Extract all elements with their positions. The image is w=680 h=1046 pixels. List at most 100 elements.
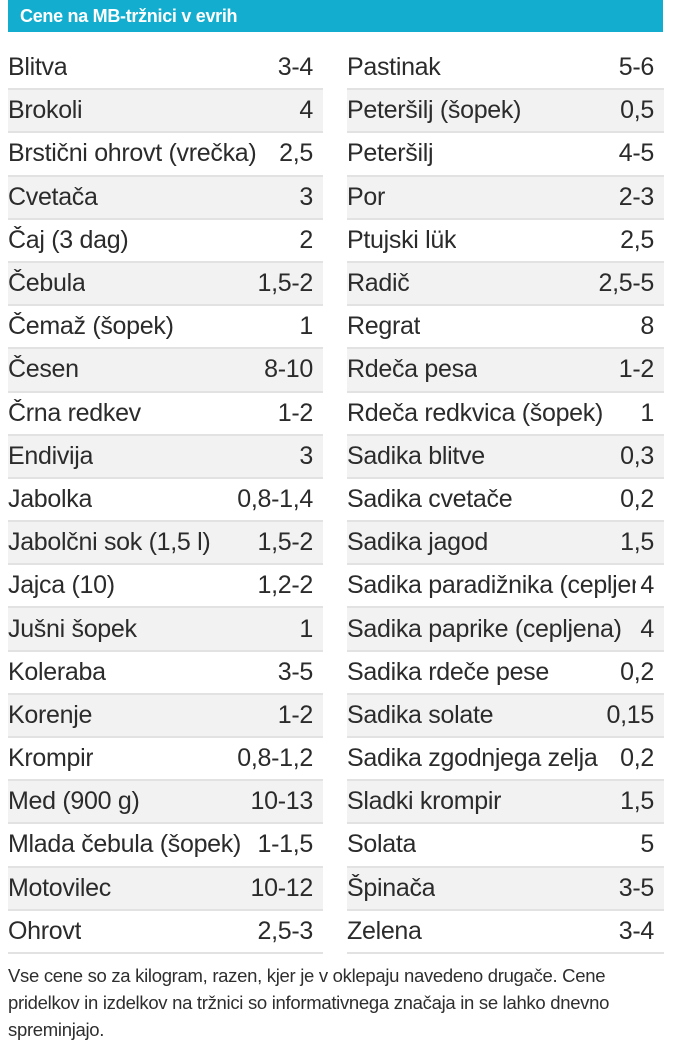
product-price: 2,5 — [620, 225, 654, 254]
product-price: 4-5 — [618, 139, 655, 168]
product-price: 1-2 — [277, 398, 314, 427]
product-price: 0,2 — [620, 484, 654, 513]
product-name: Motovilec — [8, 873, 111, 902]
product-name: Brstični ohrovt (vrečka) — [8, 139, 257, 168]
product-price: 8-10 — [264, 355, 313, 384]
product-price: 3-5 — [277, 657, 314, 686]
product-price: 3-5 — [618, 873, 655, 902]
product-price: 4 — [299, 96, 313, 125]
product-name: Zelena — [347, 916, 422, 945]
product-name: Med (900 g) — [8, 787, 140, 816]
table-row: Sadika blitve 0,3 — [347, 435, 664, 479]
product-name: Sadika zgodnjega zelja — [347, 744, 598, 773]
product-name: Peteršilj (šopek) — [347, 96, 522, 125]
product-price: 1,5 — [620, 528, 654, 557]
product-price: 8 — [640, 312, 654, 341]
product-name: Sadika rdeče pese — [347, 657, 549, 686]
page-title: Cene na MB-tržnici v evrih — [20, 5, 238, 26]
product-price: 0,3 — [620, 441, 654, 470]
table-row: Solata 5 — [347, 824, 664, 868]
product-name: Črna redkev — [8, 398, 141, 427]
product-name: Koleraba — [8, 657, 106, 686]
product-name: Ptujski lük — [347, 225, 457, 254]
table-row: Med (900 g) 10-13 — [8, 781, 323, 825]
product-price: 10-13 — [250, 787, 314, 816]
product-price: 1 — [299, 312, 313, 341]
table-row: Jabolka 0,8-1,4 — [8, 479, 323, 523]
table-row: Črna redkev 1-2 — [8, 393, 323, 436]
table-row: Česen 8-10 — [8, 349, 323, 393]
product-name: Špinača — [347, 873, 436, 902]
table-row: Jajca (10) 1,2-2 — [8, 565, 323, 609]
product-price: 2,5-5 — [598, 269, 655, 298]
table-row: Sadika paradižnika (cepljen) 4 — [347, 565, 664, 609]
product-price: 1-2 — [618, 355, 655, 384]
product-price: 0,5 — [620, 96, 654, 125]
product-price: 1 — [299, 614, 313, 643]
product-name: Cvetača — [8, 182, 98, 211]
product-name: Blitva — [8, 53, 68, 82]
table-row: Ohrovt 2,5-3 — [8, 911, 323, 954]
product-name: Ohrovt — [8, 916, 82, 945]
product-price: 2,5 — [279, 139, 313, 168]
product-name: Radič — [347, 269, 410, 298]
product-name: Čemaž (šopek) — [8, 312, 174, 341]
product-name: Čebula — [8, 269, 86, 298]
product-price: 2-3 — [618, 182, 655, 211]
product-name: Sadika solate — [347, 700, 494, 729]
product-price: 0,2 — [620, 657, 654, 686]
price-list-right: Pastinak 5-6 Peteršilj (šopek) 0,5 Peteršilj… — [347, 47, 664, 954]
product-name: Česen — [8, 355, 79, 384]
product-name: Por — [347, 182, 386, 211]
product-price: 2,5-3 — [257, 916, 314, 945]
product-price: 1,5 — [620, 787, 654, 816]
product-price: 3-4 — [277, 53, 314, 82]
product-name: Sadika blitve — [347, 441, 485, 470]
product-price: 0,8-1,4 — [237, 484, 313, 513]
table-row: Radič 2,5-5 — [347, 262, 664, 307]
product-name: Sadika paradižnika (cepljen) — [347, 571, 637, 600]
table-row: Jušni šopek 1 — [8, 608, 323, 652]
table-row: Krompir 0,8-1,2 — [8, 738, 323, 782]
product-price: 1-1,5 — [257, 830, 314, 859]
product-name: Jajca (10) — [8, 571, 115, 600]
table-row: Sadika jagod 1,5 — [347, 522, 664, 566]
table-row: Peteršilj 4-5 — [347, 133, 664, 177]
table-row: Por 2-3 — [347, 176, 664, 220]
product-name: Rdeča redkvica (šopek) — [347, 398, 604, 427]
table-row: Zelena 3-4 — [347, 911, 664, 954]
product-name: Pastinak — [347, 53, 441, 82]
product-name: Čaj (3 dag) — [8, 225, 129, 254]
product-price: 5-6 — [618, 53, 655, 82]
product-name: Peteršilj — [347, 139, 434, 168]
table-row: Regrat 8 — [347, 306, 664, 350]
product-name: Sadika paprike (cepljena) — [347, 614, 622, 643]
product-price: 2 — [299, 225, 313, 254]
table-row: Mlada čebula (šopek) 1-1,5 — [8, 824, 323, 868]
product-price: 0,15 — [606, 700, 655, 729]
footnote: Vse cene so za kilogram, razen, kjer je … — [8, 962, 673, 1043]
product-name: Mlada čebula (šopek) — [8, 830, 242, 859]
table-row: Jabolčni sok (1,5 l) 1,5-2 — [8, 522, 323, 566]
table-row: Sadika rdeče pese 0,2 — [347, 652, 664, 695]
table-row: Motovilec 10-12 — [8, 867, 323, 911]
product-price: 1,5-2 — [257, 528, 314, 557]
product-name: Brokoli — [8, 96, 83, 125]
product-name: Regrat — [347, 312, 421, 341]
header-bar: Cene na MB-tržnici v evrih — [8, 0, 663, 32]
product-price: 1,2-2 — [257, 571, 314, 600]
product-price: 10-12 — [250, 873, 314, 902]
product-name: Rdeča pesa — [347, 355, 478, 384]
product-name: Jabolčni sok (1,5 l) — [8, 528, 211, 557]
product-name: Sadika jagod — [347, 528, 488, 557]
table-row: Peteršilj (šopek) 0,5 — [347, 90, 664, 134]
product-price: 1,5-2 — [257, 269, 314, 298]
product-name: Korenje — [8, 700, 93, 729]
price-list-left: Blitva 3-4 Brokoli 4 Brstični ohrovt (vrečka… — [8, 47, 323, 954]
table-row: Sladki krompir 1,5 — [347, 781, 664, 825]
product-price: 0,2 — [620, 744, 654, 773]
table-row: Korenje 1-2 — [8, 694, 323, 738]
product-name: Endivija — [8, 441, 94, 470]
table-row: Špinača 3-5 — [347, 867, 664, 911]
table-row: Cvetača 3 — [8, 176, 323, 220]
